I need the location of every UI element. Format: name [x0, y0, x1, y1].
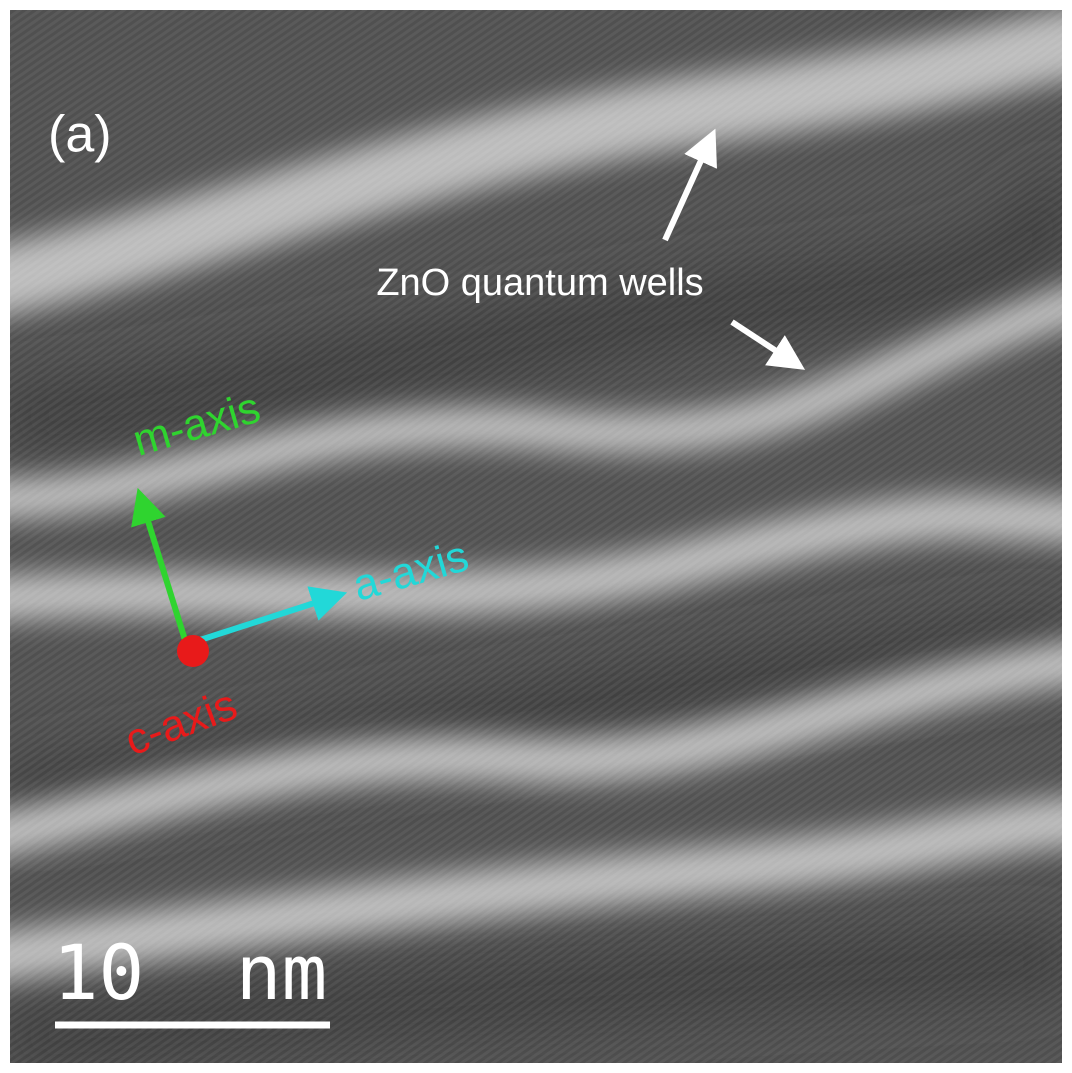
- arrow: [730, 319, 806, 370]
- c-axis-dot: [177, 635, 209, 667]
- m-axis-arrow: [131, 487, 188, 641]
- a-axis-arrow: [199, 586, 348, 643]
- arrow: [662, 128, 717, 242]
- scale-bar-label: 10 nm: [53, 928, 328, 1017]
- panel-label: (a): [48, 106, 112, 164]
- annotation: ZnO quantum wells: [376, 262, 703, 304]
- tem-image: [10, 10, 1062, 1063]
